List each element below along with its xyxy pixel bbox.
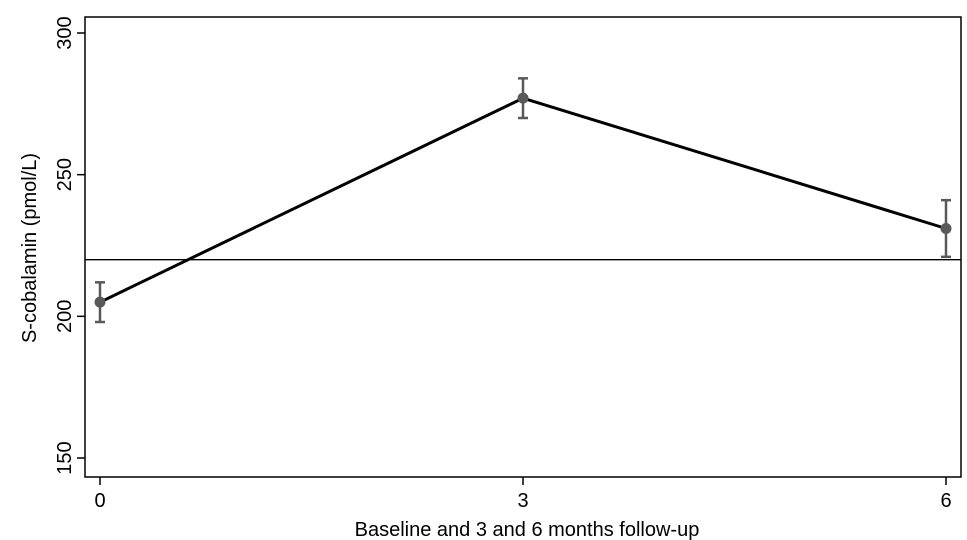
x-axis-title: Baseline and 3 and 6 months follow-up [355,519,700,540]
series-line [99,96,947,304]
data-marks [85,77,961,324]
x-axis: 0 3 6 [94,477,952,512]
data-point-6 [940,223,952,234]
y-tick-label-250: 250 [54,158,76,191]
data-point-3 [517,92,529,104]
x-tick-label-6: 6 [940,490,951,512]
y-tick-label-150: 150 [54,441,76,474]
y-tick-label-200: 200 [54,300,76,333]
x-tick-label-3: 3 [517,490,528,512]
y-axis-title: S-cobalamin (pmol/L) [19,153,41,343]
y-axis: 150 200 250 300 [54,16,85,475]
y-tick-label-300: 300 [54,16,76,49]
data-point-0 [94,296,106,308]
x-tick-label-0: 0 [94,490,105,512]
